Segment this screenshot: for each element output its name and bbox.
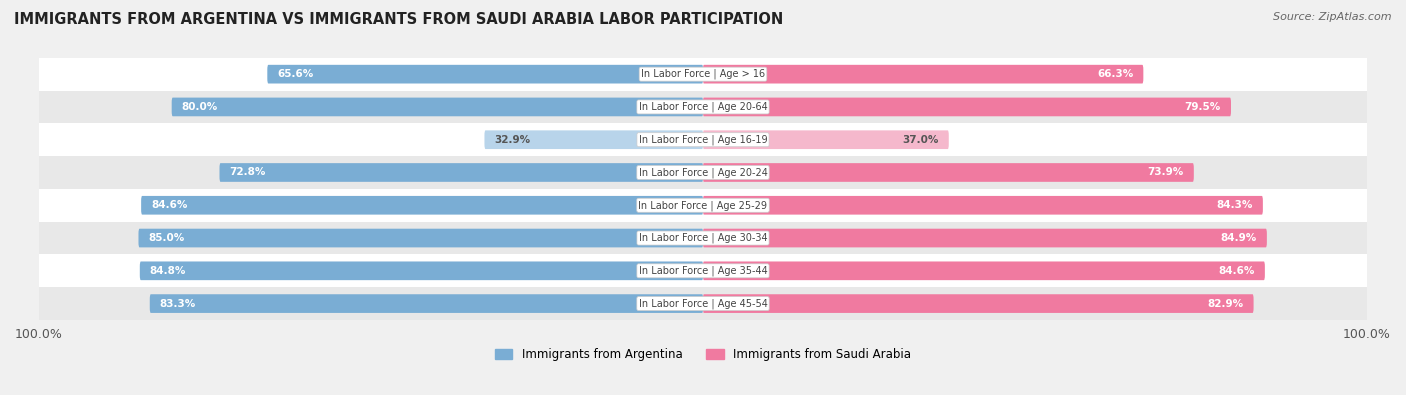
FancyBboxPatch shape <box>703 130 949 149</box>
Text: In Labor Force | Age > 16: In Labor Force | Age > 16 <box>641 69 765 79</box>
FancyBboxPatch shape <box>703 98 1232 116</box>
FancyBboxPatch shape <box>703 196 1263 214</box>
Text: In Labor Force | Age 45-54: In Labor Force | Age 45-54 <box>638 298 768 309</box>
FancyBboxPatch shape <box>139 261 703 280</box>
FancyBboxPatch shape <box>703 163 1194 182</box>
FancyBboxPatch shape <box>39 254 1367 287</box>
Text: 82.9%: 82.9% <box>1208 299 1243 308</box>
Text: In Labor Force | Age 16-19: In Labor Force | Age 16-19 <box>638 134 768 145</box>
Text: Source: ZipAtlas.com: Source: ZipAtlas.com <box>1274 12 1392 22</box>
FancyBboxPatch shape <box>485 130 703 149</box>
FancyBboxPatch shape <box>703 229 1267 247</box>
FancyBboxPatch shape <box>39 287 1367 320</box>
FancyBboxPatch shape <box>703 261 1265 280</box>
FancyBboxPatch shape <box>267 65 703 83</box>
Text: 84.3%: 84.3% <box>1216 200 1253 210</box>
Legend: Immigrants from Argentina, Immigrants from Saudi Arabia: Immigrants from Argentina, Immigrants fr… <box>489 343 917 366</box>
Text: In Labor Force | Age 35-44: In Labor Force | Age 35-44 <box>638 265 768 276</box>
FancyBboxPatch shape <box>39 189 1367 222</box>
FancyBboxPatch shape <box>703 294 1254 313</box>
FancyBboxPatch shape <box>39 156 1367 189</box>
Text: 83.3%: 83.3% <box>160 299 195 308</box>
Text: 72.8%: 72.8% <box>229 167 266 177</box>
Text: 32.9%: 32.9% <box>495 135 530 145</box>
FancyBboxPatch shape <box>39 222 1367 254</box>
Text: 84.8%: 84.8% <box>150 266 186 276</box>
Text: In Labor Force | Age 20-64: In Labor Force | Age 20-64 <box>638 102 768 112</box>
Text: 66.3%: 66.3% <box>1097 69 1133 79</box>
Text: 84.6%: 84.6% <box>152 200 187 210</box>
Text: 65.6%: 65.6% <box>277 69 314 79</box>
Text: 85.0%: 85.0% <box>149 233 184 243</box>
Text: 80.0%: 80.0% <box>181 102 218 112</box>
Text: 84.6%: 84.6% <box>1219 266 1254 276</box>
Text: In Labor Force | Age 30-34: In Labor Force | Age 30-34 <box>638 233 768 243</box>
FancyBboxPatch shape <box>703 65 1143 83</box>
FancyBboxPatch shape <box>141 196 703 214</box>
Text: In Labor Force | Age 20-24: In Labor Force | Age 20-24 <box>638 167 768 178</box>
Text: 84.9%: 84.9% <box>1220 233 1257 243</box>
FancyBboxPatch shape <box>172 98 703 116</box>
FancyBboxPatch shape <box>39 58 1367 90</box>
Text: 79.5%: 79.5% <box>1185 102 1220 112</box>
Text: 73.9%: 73.9% <box>1147 167 1184 177</box>
FancyBboxPatch shape <box>39 123 1367 156</box>
Text: 37.0%: 37.0% <box>903 135 939 145</box>
FancyBboxPatch shape <box>150 294 703 313</box>
FancyBboxPatch shape <box>138 229 703 247</box>
FancyBboxPatch shape <box>219 163 703 182</box>
Text: In Labor Force | Age 25-29: In Labor Force | Age 25-29 <box>638 200 768 211</box>
FancyBboxPatch shape <box>39 90 1367 123</box>
Text: IMMIGRANTS FROM ARGENTINA VS IMMIGRANTS FROM SAUDI ARABIA LABOR PARTICIPATION: IMMIGRANTS FROM ARGENTINA VS IMMIGRANTS … <box>14 12 783 27</box>
